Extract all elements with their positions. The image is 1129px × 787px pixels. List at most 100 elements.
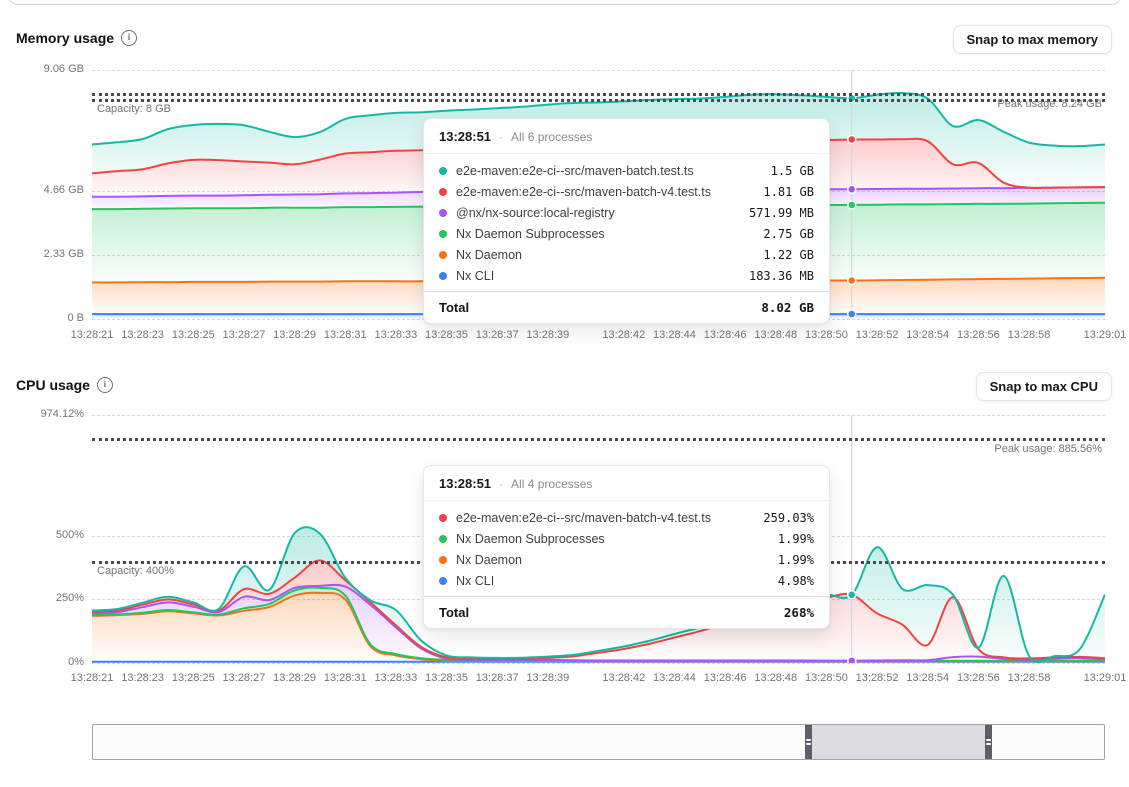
snap-to-max-memory-button[interactable]: Snap to max memory: [952, 25, 1112, 54]
panel-above-bottom-edge: [8, 0, 1121, 5]
process-name: Nx Daemon Subprocesses: [456, 226, 605, 241]
x-axis-tick-label: 13:28:27: [222, 329, 266, 341]
x-axis-tick-label: 13:28:25: [171, 329, 215, 341]
timeline-brush-selection[interactable]: [804, 725, 993, 759]
series-color-dot-icon: [439, 534, 447, 543]
y-axis-tick-label: 4.66 GB: [43, 183, 84, 196]
capacity-label: Capacity: 400%: [97, 565, 175, 578]
x-axis-tick-label: 13:28:37: [475, 329, 519, 341]
peak-usage-line: [92, 92, 1105, 96]
y-axis-tick-label: 250%: [55, 592, 84, 605]
x-axis-tick-label: 13:29:01: [1083, 672, 1127, 684]
series-line: [92, 526, 1105, 663]
x-axis-tick-label: 13:28:33: [374, 329, 418, 341]
process-value: 1.22 GB: [763, 247, 814, 262]
cpu-usage-title-text: CPU usage: [16, 377, 90, 393]
process-name: e2e-maven:e2e-ci--src/maven-batch.test.t…: [456, 163, 694, 178]
x-axis-tick-label: 13:28:37: [475, 672, 519, 684]
x-axis-tick-label: 13:29:01: [1083, 329, 1127, 341]
x-axis-tick-label: 13:28:52: [855, 329, 899, 341]
tooltip-row: e2e-maven:e2e-ci--src/maven-batch-v4.tes…: [424, 181, 829, 202]
tooltip-total-value: 8.02 GB: [761, 300, 814, 315]
memory-tooltip: 13:28:51 · All 6 processes e2e-maven:e2e…: [423, 118, 830, 324]
series-line: [92, 583, 1105, 662]
process-value: 1.81 GB: [763, 184, 814, 199]
tooltip-row: Nx Daemon Subprocesses 2.75 GB: [424, 223, 829, 244]
info-icon[interactable]: i: [121, 30, 138, 46]
tooltip-separator: ·: [499, 130, 504, 144]
memory-usage-title-text: Memory usage: [16, 30, 115, 46]
tooltip-row: e2e-maven:e2e-ci--src/maven-batch.test.t…: [424, 160, 829, 181]
x-axis-tick-label: 13:28:56: [956, 672, 1000, 684]
process-value: 2.75 GB: [763, 226, 814, 241]
x-axis-tick-label: 13:28:48: [754, 329, 798, 341]
process-name: Nx CLI: [456, 268, 495, 283]
brush-handle-right[interactable]: [985, 725, 993, 759]
series-line: [92, 559, 1105, 660]
x-axis-tick-label: 13:28:25: [171, 672, 215, 684]
x-axis-tick-label: 13:28:29: [273, 329, 317, 341]
tooltip-separator: ·: [499, 477, 504, 491]
process-value: 1.5 GB: [770, 163, 814, 178]
tooltip-header: 13:28:51 · All 4 processes: [424, 466, 829, 501]
x-axis-tick-label: 13:28:44: [653, 672, 696, 684]
hover-point-dot: [847, 590, 857, 600]
hover-point-dot: [847, 184, 857, 195]
series-color-dot-icon: [439, 250, 447, 259]
process-value: 1.99%: [777, 531, 814, 546]
x-axis-tick-label: 13:28:54: [906, 329, 950, 341]
tooltip-total-row: Total 268%: [424, 596, 829, 628]
series-area: [92, 527, 1105, 663]
x-axis-tick-label: 13:28:44: [653, 329, 696, 341]
tooltip-total-value: 268%: [783, 605, 814, 620]
series-color-dot-icon: [439, 187, 447, 196]
peak-usage-label: Peak usage: 885.56%: [994, 442, 1102, 455]
process-name: Nx Daemon: [456, 247, 522, 262]
hover-point-dot: [847, 200, 857, 210]
x-axis-tick-label: 13:28:56: [956, 329, 1000, 341]
x-axis-tick-label: 13:28:42: [602, 329, 646, 341]
timeline-brush-track[interactable]: [92, 724, 1105, 760]
info-icon[interactable]: i: [96, 377, 113, 393]
x-axis-tick-label: 13:28:33: [374, 672, 418, 684]
y-axis-tick-label: 0%: [68, 656, 84, 668]
x-axis-tick-label: 13:28:35: [425, 672, 468, 684]
x-axis-tick-label: 13:28:46: [703, 672, 747, 684]
brush-handle-left[interactable]: [804, 725, 812, 759]
tooltip-row: @nx/nx-source:local-registry 571.99 MB: [424, 202, 829, 223]
series-area: [92, 592, 1105, 662]
x-axis-tick-label: 13:28:21: [70, 672, 114, 684]
y-gridline: [92, 70, 1105, 71]
x-axis-tick-label: 13:28:21: [70, 329, 114, 341]
snap-to-max-cpu-button[interactable]: Snap to max CPU: [975, 372, 1112, 401]
y-axis-tick-label: 9.06 GB: [43, 63, 84, 75]
grip-icon: [805, 739, 811, 741]
x-axis-tick-label: 13:28:35: [425, 329, 468, 341]
cpu-tooltip: 13:28:51 · All 4 processes e2e-maven:e2e…: [423, 465, 830, 629]
process-name: Nx Daemon Subprocesses: [456, 531, 605, 546]
tooltip-total-label: Total: [439, 300, 470, 315]
tooltip-time: 13:28:51: [439, 129, 492, 144]
tooltip-header: 13:28:51 · All 6 processes: [424, 119, 829, 154]
tooltip-row: e2e-maven:e2e-ci--src/maven-batch-v4.tes…: [424, 507, 829, 528]
process-name: @nx/nx-source:local-registry: [456, 205, 615, 220]
hover-point-dot: [847, 655, 857, 663]
x-axis-tick-label: 13:28:23: [121, 672, 165, 684]
x-axis-tick-label: 13:28:52: [855, 672, 899, 684]
x-axis-tick-label: 13:28:54: [906, 672, 950, 684]
series-line: [92, 91, 1105, 148]
x-axis-tick-label: 13:28:42: [602, 672, 646, 684]
grip-icon: [986, 739, 992, 741]
tooltip-time: 13:28:51: [439, 476, 492, 491]
capacity-line: [92, 99, 1105, 103]
series-color-dot-icon: [439, 166, 447, 175]
process-value: 1.99%: [777, 552, 814, 567]
x-axis-tick-label: 13:28:23: [121, 329, 165, 341]
cpu-chart-plot[interactable]: [92, 415, 1105, 663]
x-axis-tick-label: 13:28:39: [526, 329, 570, 341]
process-value: 183.36 MB: [748, 268, 814, 283]
process-value: 4.98%: [777, 573, 814, 588]
process-name: e2e-maven:e2e-ci--src/maven-batch-v4.tes…: [456, 510, 711, 525]
x-axis-tick-label: 13:28:48: [754, 672, 798, 684]
y-gridline: [92, 663, 1105, 664]
